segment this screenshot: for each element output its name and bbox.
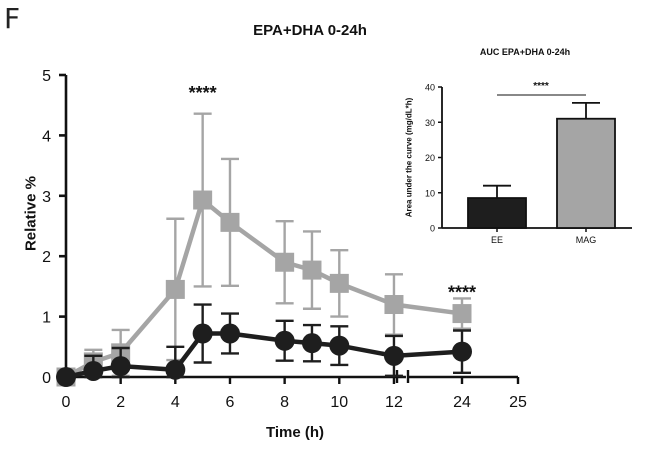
data-point (329, 273, 349, 293)
data-point (219, 323, 240, 344)
inset-bar (556, 117, 616, 229)
data-point (275, 252, 295, 272)
inset-significance-annotation: **** (533, 81, 549, 92)
inset-x-tick-label: EE (491, 235, 503, 245)
y-tick-label: 1 (42, 310, 51, 327)
x-tick-label: 0 (62, 394, 71, 411)
series-0 (56, 112, 472, 387)
data-point (383, 345, 404, 366)
data-point (302, 260, 322, 280)
data-point (165, 279, 185, 299)
data-point (301, 333, 322, 354)
panel-letter: F (4, 2, 21, 35)
x-tick-label: 25 (509, 394, 527, 411)
data-point (274, 330, 295, 351)
data-point (220, 212, 240, 232)
data-point (56, 367, 76, 387)
chart-title: EPA+DHA 0-24h (253, 22, 367, 39)
x-axis-label: Time (h) (265, 424, 325, 441)
data-point (452, 341, 472, 362)
inset-y-tick-label: 40 (425, 83, 435, 93)
significance-annotation: **** (189, 83, 217, 103)
data-point (452, 304, 472, 324)
x-tick-label: 4 (171, 394, 180, 411)
x-tick-label: 2 (116, 394, 125, 411)
data-point (192, 323, 213, 344)
y-tick-label: 3 (42, 189, 51, 206)
inset-chart-title: AUC EPA+DHA 0-24h (479, 47, 571, 57)
data-point (165, 359, 186, 380)
x-tick-label: 6 (226, 394, 235, 411)
data-point (193, 190, 213, 210)
y-tick-label: 5 (42, 68, 51, 85)
inset-y-tick-label: 20 (425, 153, 435, 163)
inset-x-tick-label: MAG (576, 235, 597, 245)
y-tick-label: 2 (42, 249, 51, 266)
x-tick-label: 8 (280, 394, 289, 411)
data-point (110, 356, 131, 377)
y-tick-label: 4 (42, 128, 51, 145)
inset-chart: 0 10 20 30 40 EE MAG **** (425, 81, 632, 245)
inset-y-tick-label: 10 (425, 188, 435, 198)
data-point (83, 360, 104, 381)
inset-y-tick-label: 0 (430, 224, 435, 234)
data-point (329, 335, 350, 356)
y-tick-label: 0 (42, 370, 51, 387)
x-tick-label: 24 (453, 394, 471, 411)
significance-annotation: **** (448, 282, 476, 302)
series-1 (56, 303, 472, 387)
x-tick-label: 12 (385, 394, 403, 411)
inset-y-tick-label: 30 (425, 118, 435, 128)
inset-bar (467, 197, 527, 229)
x-tick-label: 10 (330, 394, 348, 411)
data-point (384, 295, 404, 315)
